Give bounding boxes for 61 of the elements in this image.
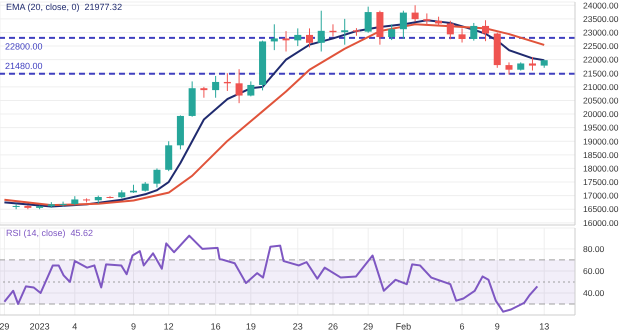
x-tick-label: 26 [328, 321, 338, 332]
ref-line-label: 22800.00 [5, 41, 43, 52]
y-tick-label: 19000.00 [583, 136, 619, 146]
x-tick-label: 16 [210, 321, 221, 332]
candlestick [212, 75, 220, 98]
text: RSI (14, close) 45.62 [6, 228, 94, 239]
y-tick-label: 18500.00 [583, 150, 619, 160]
x-tick-label: 29 [363, 321, 374, 332]
y-tick-label: 17000.00 [583, 190, 619, 201]
y-tick-label: 17500.00 [583, 177, 619, 188]
candlestick [247, 80, 254, 97]
y-tick-label: 20000.00 [583, 109, 619, 120]
candlestick [200, 86, 208, 98]
candlestick [458, 28, 466, 44]
text: EMA (20, close, 0) 21977.32 [6, 2, 122, 13]
candlestick [236, 68, 243, 104]
x-tick-label: 23 [292, 321, 303, 332]
candlestick [482, 20, 490, 42]
candlestick [412, 4, 419, 22]
x-tick-label: Feb [396, 321, 412, 332]
y-tick-label: 21000.00 [583, 82, 619, 92]
y-tick-label: 80.00 [583, 244, 605, 254]
y-tick-label: 23000.00 [583, 27, 619, 38]
x-tick-label: 19 [246, 321, 256, 332]
candlestick [505, 62, 513, 76]
candlestick [423, 12, 430, 26]
candlestick [318, 10, 325, 52]
candlestick [470, 22, 478, 42]
y-tick-label: 19500.00 [583, 122, 619, 133]
x-tick-label: 6 [460, 321, 465, 332]
candlestick [400, 10, 407, 40]
x-tick-label: 9 [130, 321, 136, 332]
y-tick-label: 20500.00 [583, 95, 619, 106]
candlestick [388, 24, 396, 41]
candlestick [224, 72, 231, 92]
x-tick-label: 12 [164, 321, 174, 332]
x-tick-label: 4 [72, 321, 78, 332]
candlestick [142, 182, 149, 192]
candlestick [153, 168, 160, 188]
y-tick-label: 60.00 [583, 266, 605, 276]
candlestick [528, 56, 536, 72]
y-tick-label: 21500.00 [583, 68, 619, 78]
x-tick-label: 2023 [30, 321, 50, 332]
ref-line-label: 21480.00 [5, 60, 43, 71]
y-tick-label: 24000.00 [583, 0, 619, 10]
y-tick-label: 23500.00 [583, 14, 619, 24]
candlestick [446, 20, 454, 40]
x-tick-label: 29 [0, 321, 10, 332]
candlestick [294, 28, 302, 47]
y-tick-label: 40.00 [583, 288, 605, 298]
x-tick-label: 13 [539, 321, 550, 332]
candlestick [306, 28, 314, 48]
y-tick-label: 22500.00 [583, 41, 619, 52]
candlestick [364, 6, 372, 34]
candlestick [270, 24, 278, 51]
y-tick-label: 18000.00 [583, 163, 619, 174]
y-tick-label: 22000.00 [583, 54, 619, 65]
y-tick-label: 16500.00 [583, 204, 619, 214]
y-tick-label: 16000.00 [583, 218, 619, 228]
candlestick [282, 30, 290, 52]
x-tick-label: 9 [494, 321, 500, 332]
